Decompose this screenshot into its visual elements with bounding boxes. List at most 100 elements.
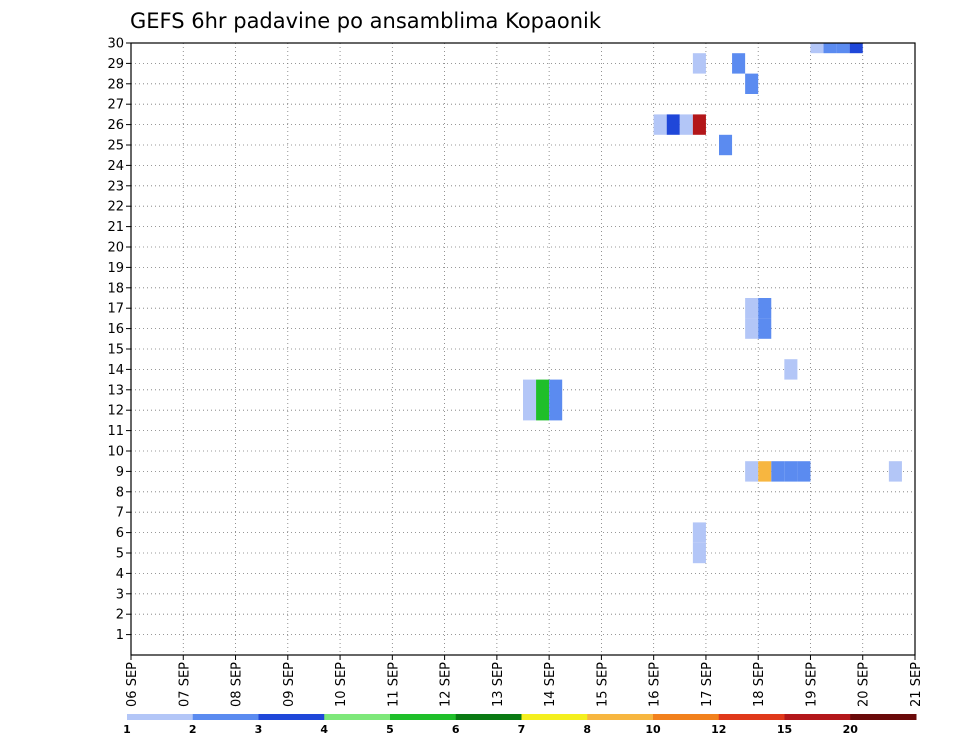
colorbar-segment: [324, 714, 391, 720]
precip-cell: [758, 461, 772, 482]
colorbar-segment: [127, 714, 194, 720]
grid: [131, 43, 915, 655]
chart-title: GEFS 6hr padavine po ansamblima Kopaonik: [130, 9, 602, 33]
y-tick-label: 19: [107, 261, 124, 276]
colorbar-label: 5: [386, 723, 394, 736]
y-tick-label: 4: [116, 567, 124, 582]
x-tick-label: 14 SEP: [543, 662, 558, 707]
x-tick-label: 09 SEP: [282, 662, 297, 707]
y-tick-label: 28: [107, 77, 124, 92]
y-tick-label: 25: [107, 139, 124, 154]
y-axis: 1234567891011121314151617181920212223242…: [107, 37, 131, 643]
y-tick-label: 6: [116, 526, 124, 541]
precip-cell: [679, 114, 693, 135]
precip-cell: [810, 43, 824, 54]
precip-cell: [692, 542, 706, 564]
precip-cell: [536, 379, 550, 400]
y-tick-label: 2: [116, 608, 124, 623]
y-tick-label: 16: [107, 322, 124, 337]
x-tick-label: 12 SEP: [439, 662, 454, 707]
precip-cell: [653, 114, 667, 135]
y-tick-label: 7: [116, 506, 124, 521]
precip-cell: [745, 298, 759, 319]
precip-cell: [549, 379, 563, 400]
colorbar: 1 2 3 4 5 6 7 8 10 12 15 20: [123, 714, 917, 736]
precip-cell: [692, 114, 706, 135]
colorbar-segment: [718, 714, 785, 720]
precip-cell: [745, 73, 759, 94]
precip-cell: [888, 461, 902, 482]
y-tick-label: 27: [107, 98, 124, 113]
y-tick-label: 13: [107, 383, 124, 398]
x-tick-label: 18 SEP: [752, 662, 767, 707]
y-tick-label: 20: [107, 241, 124, 256]
precip-cell: [758, 318, 772, 339]
y-tick-label: 14: [107, 363, 124, 378]
precip-cell: [797, 461, 811, 482]
y-tick-label: 22: [107, 200, 124, 215]
x-tick-label: 08 SEP: [230, 662, 245, 707]
precip-cell: [549, 400, 563, 421]
precip-cell: [732, 53, 746, 74]
colorbar-label: 1: [123, 723, 131, 736]
x-tick-label: 19 SEP: [804, 662, 819, 707]
precip-cell: [692, 53, 706, 74]
colorbar-segment: [784, 714, 851, 720]
colorbar-label: 7: [518, 723, 526, 736]
colorbar-label: 4: [320, 723, 328, 736]
x-axis: 06 SEP 07 SEP 08 SEP 09 SEP 10 SEP 11 SEP 12 S…: [125, 655, 924, 707]
colorbar-label: 8: [583, 723, 591, 736]
x-tick-label: 20 SEP: [857, 662, 872, 707]
precip-cell: [523, 400, 537, 421]
colorbar-segment: [455, 714, 522, 720]
y-tick-label: 30: [107, 37, 124, 52]
colorbar-label: 2: [189, 723, 197, 736]
y-tick-label: 11: [107, 424, 124, 439]
colorbar-segment: [521, 714, 588, 720]
x-tick-label: 10 SEP: [334, 662, 349, 707]
y-tick-label: 3: [116, 587, 124, 602]
colorbar-label: 12: [711, 723, 726, 736]
y-tick-label: 24: [107, 159, 124, 174]
x-tick-label: 15 SEP: [595, 662, 610, 707]
y-tick-label: 18: [107, 281, 124, 296]
precip-cell: [536, 400, 550, 421]
precip-cell: [666, 114, 680, 135]
precip-cell: [823, 43, 837, 54]
y-tick-label: 5: [116, 547, 124, 562]
colorbar-segment: [192, 714, 259, 720]
x-tick-label: 21 SEP: [909, 662, 924, 707]
y-tick-label: 21: [107, 220, 124, 235]
colorbar-label: 3: [255, 723, 263, 736]
precip-cell: [784, 359, 798, 380]
colorbar-segment: [850, 714, 917, 720]
x-tick-label: 07 SEP: [177, 662, 192, 707]
colorbar-segment: [390, 714, 457, 720]
y-tick-label: 29: [107, 57, 124, 72]
x-tick-label: 11 SEP: [386, 662, 401, 707]
y-tick-label: 26: [107, 118, 124, 133]
y-tick-label: 17: [107, 302, 124, 317]
precip-cell: [784, 461, 798, 482]
colorbar-label: 15: [777, 723, 792, 736]
y-tick-label: 10: [107, 445, 124, 460]
colorbar-label: 10: [645, 723, 661, 736]
x-tick-label: 17 SEP: [700, 662, 715, 707]
y-tick-label: 9: [116, 465, 124, 480]
precip-cell: [849, 43, 863, 54]
colorbar-segment: [653, 714, 720, 720]
cells: [523, 43, 902, 564]
colorbar-segment: [258, 714, 325, 720]
precip-cell: [758, 298, 772, 319]
precip-cell: [771, 461, 785, 482]
precip-cell: [692, 522, 706, 543]
precip-cell: [719, 134, 733, 156]
x-tick-label: 13 SEP: [491, 662, 506, 707]
colorbar-label: 6: [452, 723, 460, 736]
precip-cell: [745, 461, 759, 482]
y-tick-label: 23: [107, 179, 124, 194]
x-tick-label: 06 SEP: [125, 662, 140, 707]
precip-cell: [523, 379, 537, 400]
colorbar-segment: [587, 714, 654, 720]
colorbar-label: 20: [843, 723, 859, 736]
